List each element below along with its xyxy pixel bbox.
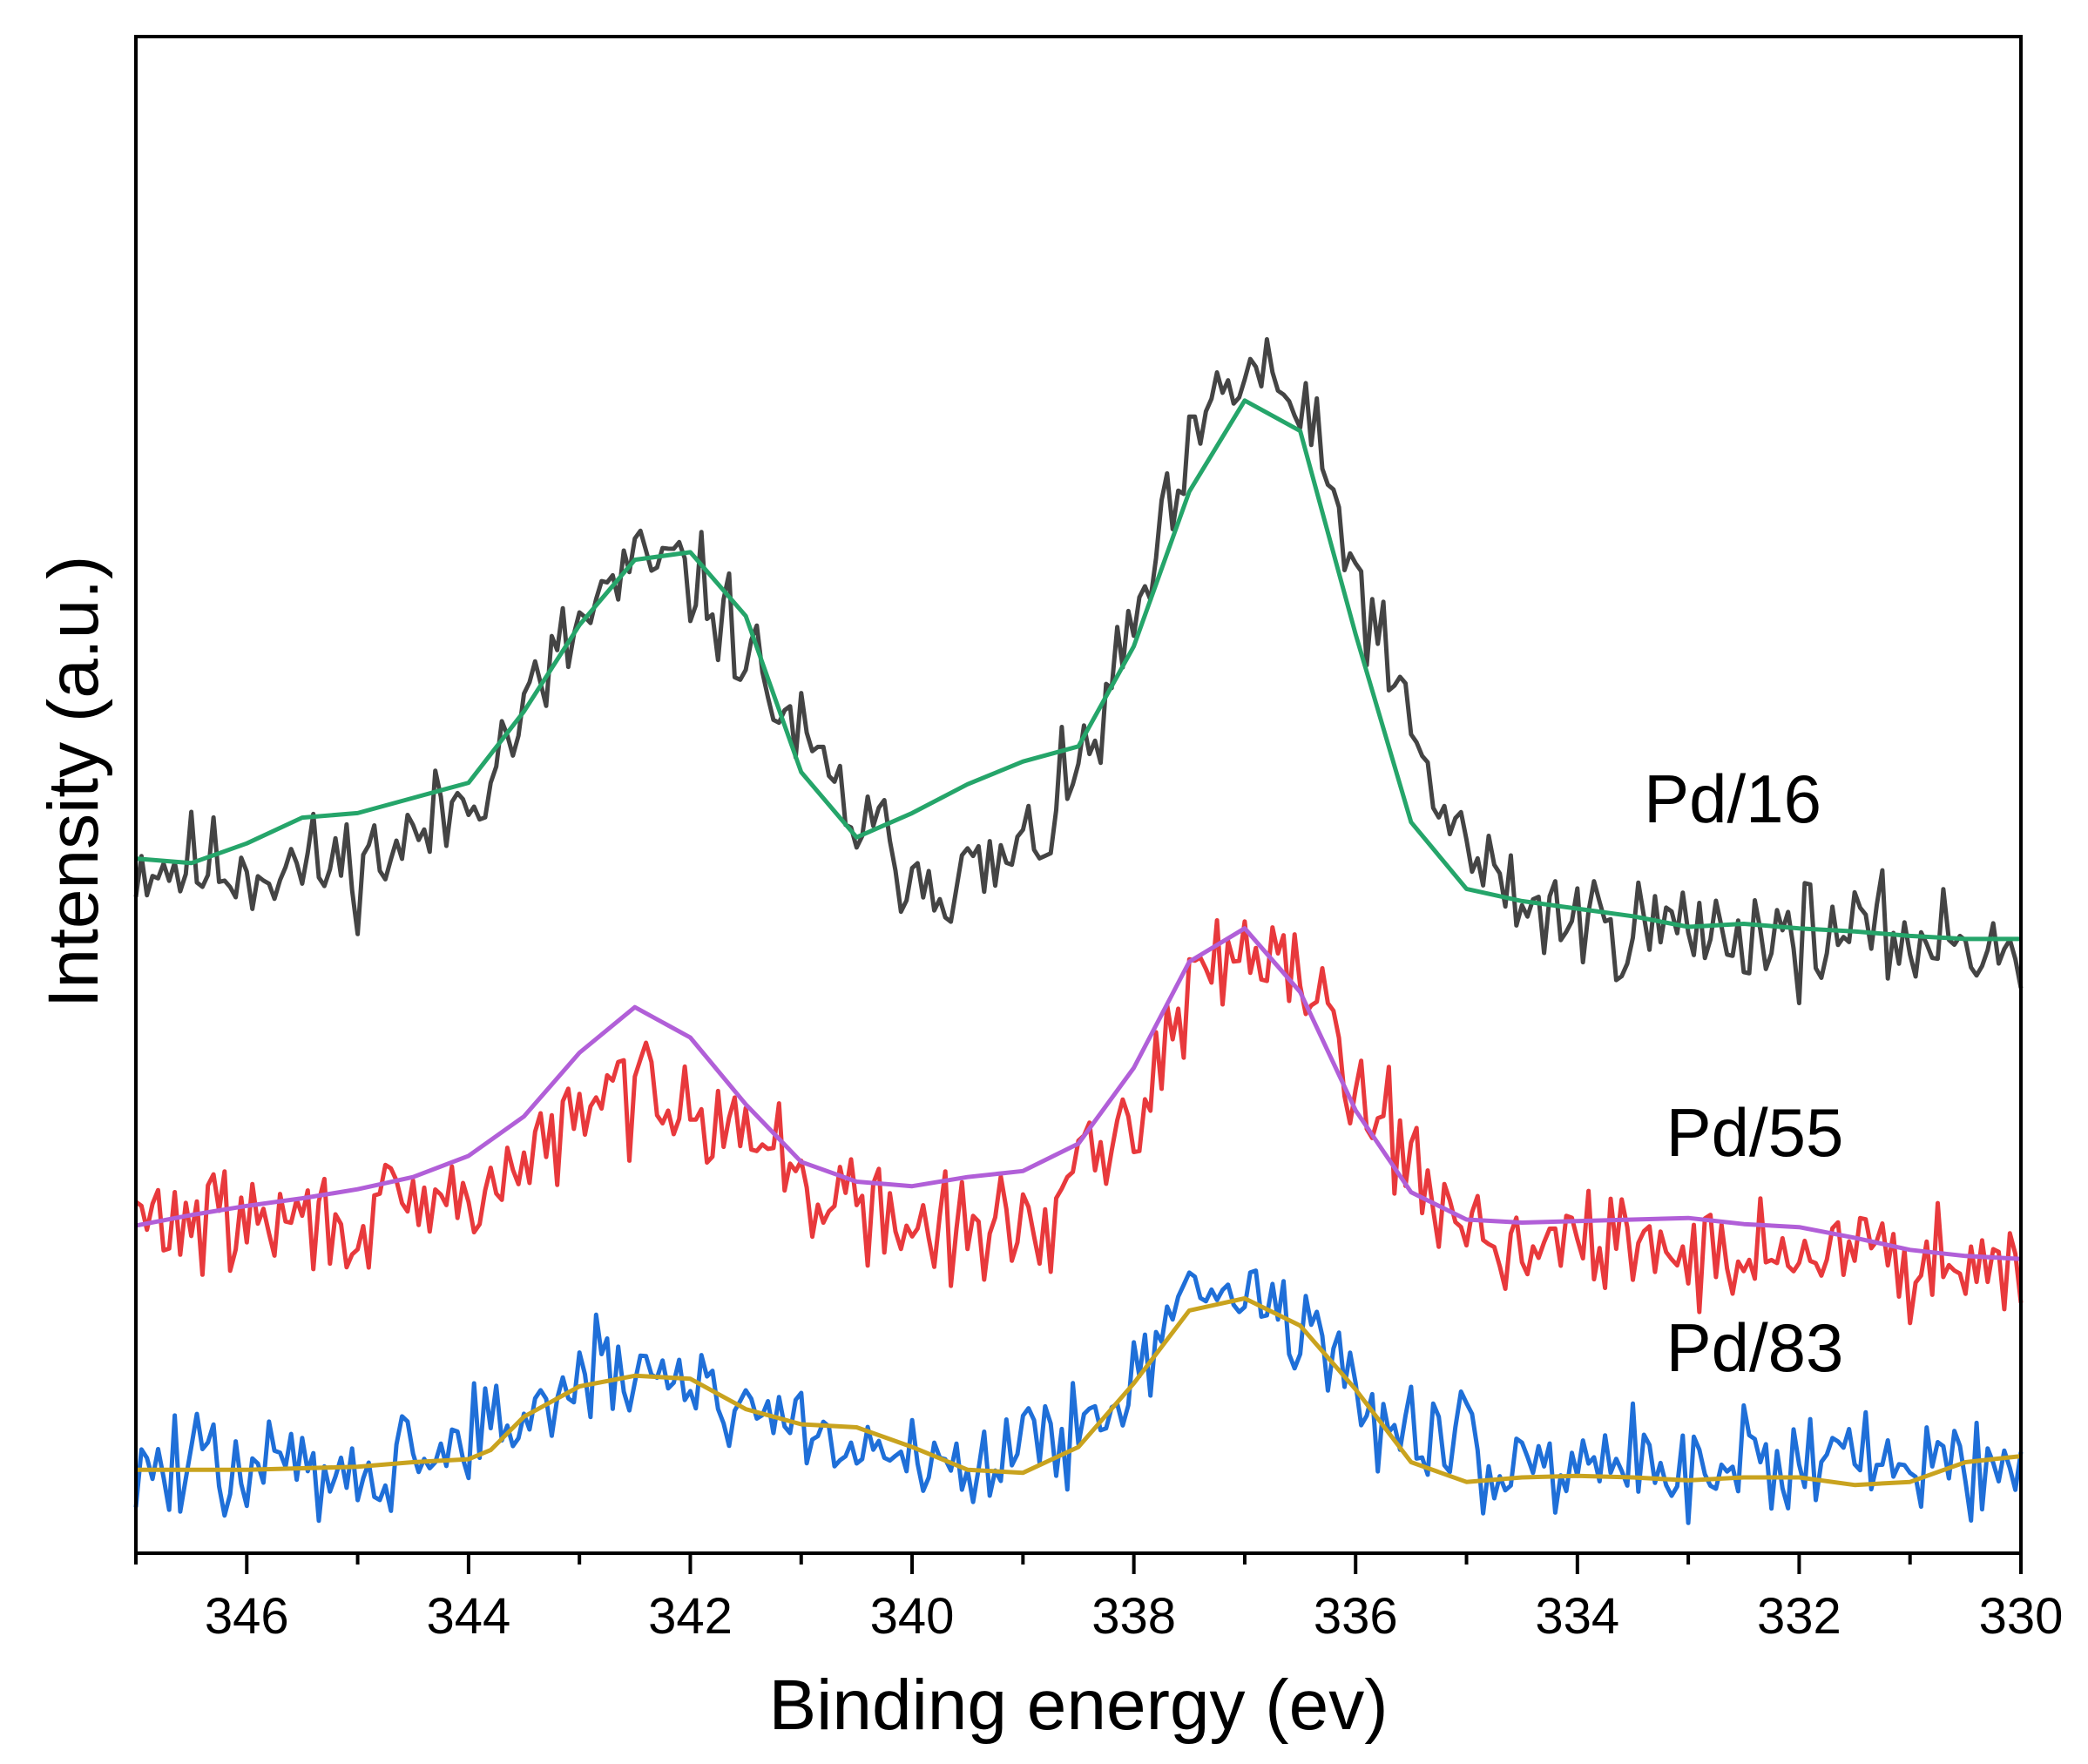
x-tick-label-340: 340 <box>870 1588 955 1645</box>
plot-frame <box>134 35 2023 1555</box>
series-pd-16-raw <box>133 337 2024 1005</box>
x-tick-label-334: 334 <box>1535 1588 1619 1645</box>
series-pd-83-raw <box>133 1268 2024 1525</box>
series-pd-83-fit <box>136 1296 2022 1488</box>
series-pd-55-fit <box>135 926 2022 1261</box>
x-tick-label-338: 338 <box>1091 1588 1176 1645</box>
x-tick-label-332: 332 <box>1757 1588 1841 1645</box>
series-labels: Pd/16 Pd/55 Pd/83 <box>1644 760 1843 1386</box>
x-tick-label-344: 344 <box>426 1588 510 1645</box>
series-pd-16-fit <box>135 398 2021 942</box>
series-label-pd-16: Pd/16 <box>1644 760 1821 837</box>
x-tick-label-342: 342 <box>648 1588 733 1645</box>
x-tick-label-330: 330 <box>1979 1588 2064 1645</box>
x-axis-title: Binding energy (ev) <box>768 1666 1388 1745</box>
x-tick-label-346: 346 <box>205 1588 289 1645</box>
series-label-pd-83: Pd/83 <box>1666 1309 1844 1386</box>
x-tick-label-336: 336 <box>1314 1588 1398 1645</box>
series-layer <box>133 337 2024 1525</box>
x-axis-ticks: 346 344 342 340 338 336 334 332 330 <box>134 1553 2064 1645</box>
y-axis-title: Intensity (a.u.) <box>34 556 113 1009</box>
series-label-pd-55: Pd/55 <box>1666 1094 1844 1171</box>
